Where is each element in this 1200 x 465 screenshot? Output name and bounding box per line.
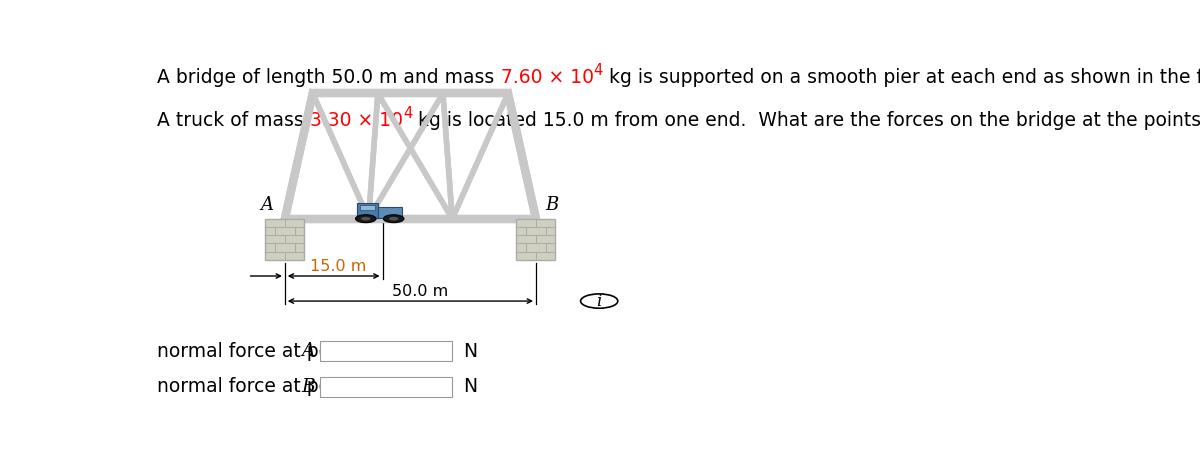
Text: 3.30 × 10: 3.30 × 10 bbox=[310, 111, 403, 130]
Text: A truck of mass: A truck of mass bbox=[157, 111, 310, 130]
Bar bbox=[320, 341, 452, 361]
Text: 15.0 m: 15.0 m bbox=[310, 259, 366, 274]
Text: i: i bbox=[596, 292, 602, 310]
Text: normal force at point: normal force at point bbox=[157, 342, 361, 361]
Text: 7.60 × 10: 7.60 × 10 bbox=[500, 68, 594, 87]
Text: normal force at point: normal force at point bbox=[157, 378, 361, 397]
Bar bbox=[360, 206, 376, 210]
Text: A bridge of length 50.0 m and mass: A bridge of length 50.0 m and mass bbox=[157, 68, 500, 87]
Bar bbox=[516, 219, 556, 260]
Text: 50.0 m: 50.0 m bbox=[391, 284, 448, 299]
Circle shape bbox=[581, 294, 618, 308]
Circle shape bbox=[361, 217, 371, 220]
Text: B: B bbox=[545, 196, 558, 214]
Text: A: A bbox=[260, 196, 274, 214]
Circle shape bbox=[355, 215, 376, 223]
Circle shape bbox=[384, 215, 404, 223]
Bar bbox=[358, 207, 402, 218]
Bar bbox=[320, 377, 452, 397]
Text: 4: 4 bbox=[594, 63, 602, 78]
Text: kg is supported on a smooth pier at each end as shown in the figure below.: kg is supported on a smooth pier at each… bbox=[602, 68, 1200, 87]
Text: A: A bbox=[301, 342, 316, 360]
Bar bbox=[265, 219, 305, 260]
Text: B: B bbox=[301, 378, 316, 396]
Text: N: N bbox=[463, 342, 478, 361]
Circle shape bbox=[389, 217, 398, 220]
Polygon shape bbox=[284, 93, 536, 219]
Text: kg is located 15.0 m from one end.  What are the forces on the bridge at the poi: kg is located 15.0 m from one end. What … bbox=[413, 111, 1200, 130]
Bar bbox=[358, 203, 378, 218]
Text: N: N bbox=[463, 378, 478, 397]
Text: 4: 4 bbox=[403, 106, 413, 121]
